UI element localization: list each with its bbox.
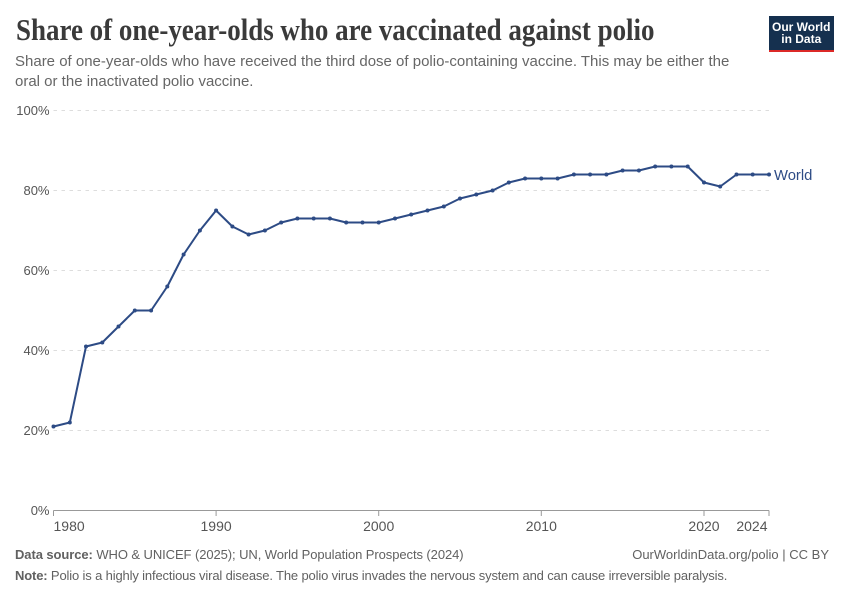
svg-text:80%: 80% bbox=[23, 183, 49, 198]
svg-text:2000: 2000 bbox=[363, 518, 394, 534]
svg-text:2020: 2020 bbox=[688, 518, 719, 534]
svg-text:2010: 2010 bbox=[526, 518, 557, 534]
svg-text:1990: 1990 bbox=[201, 518, 232, 534]
svg-text:20%: 20% bbox=[23, 423, 49, 438]
svg-text:2024: 2024 bbox=[736, 518, 767, 534]
svg-text:1980: 1980 bbox=[54, 518, 85, 534]
svg-text:World: World bbox=[774, 168, 812, 184]
svg-text:100%: 100% bbox=[16, 103, 50, 118]
svg-text:60%: 60% bbox=[23, 263, 49, 278]
svg-text:0%: 0% bbox=[31, 503, 50, 518]
svg-text:40%: 40% bbox=[23, 343, 49, 358]
